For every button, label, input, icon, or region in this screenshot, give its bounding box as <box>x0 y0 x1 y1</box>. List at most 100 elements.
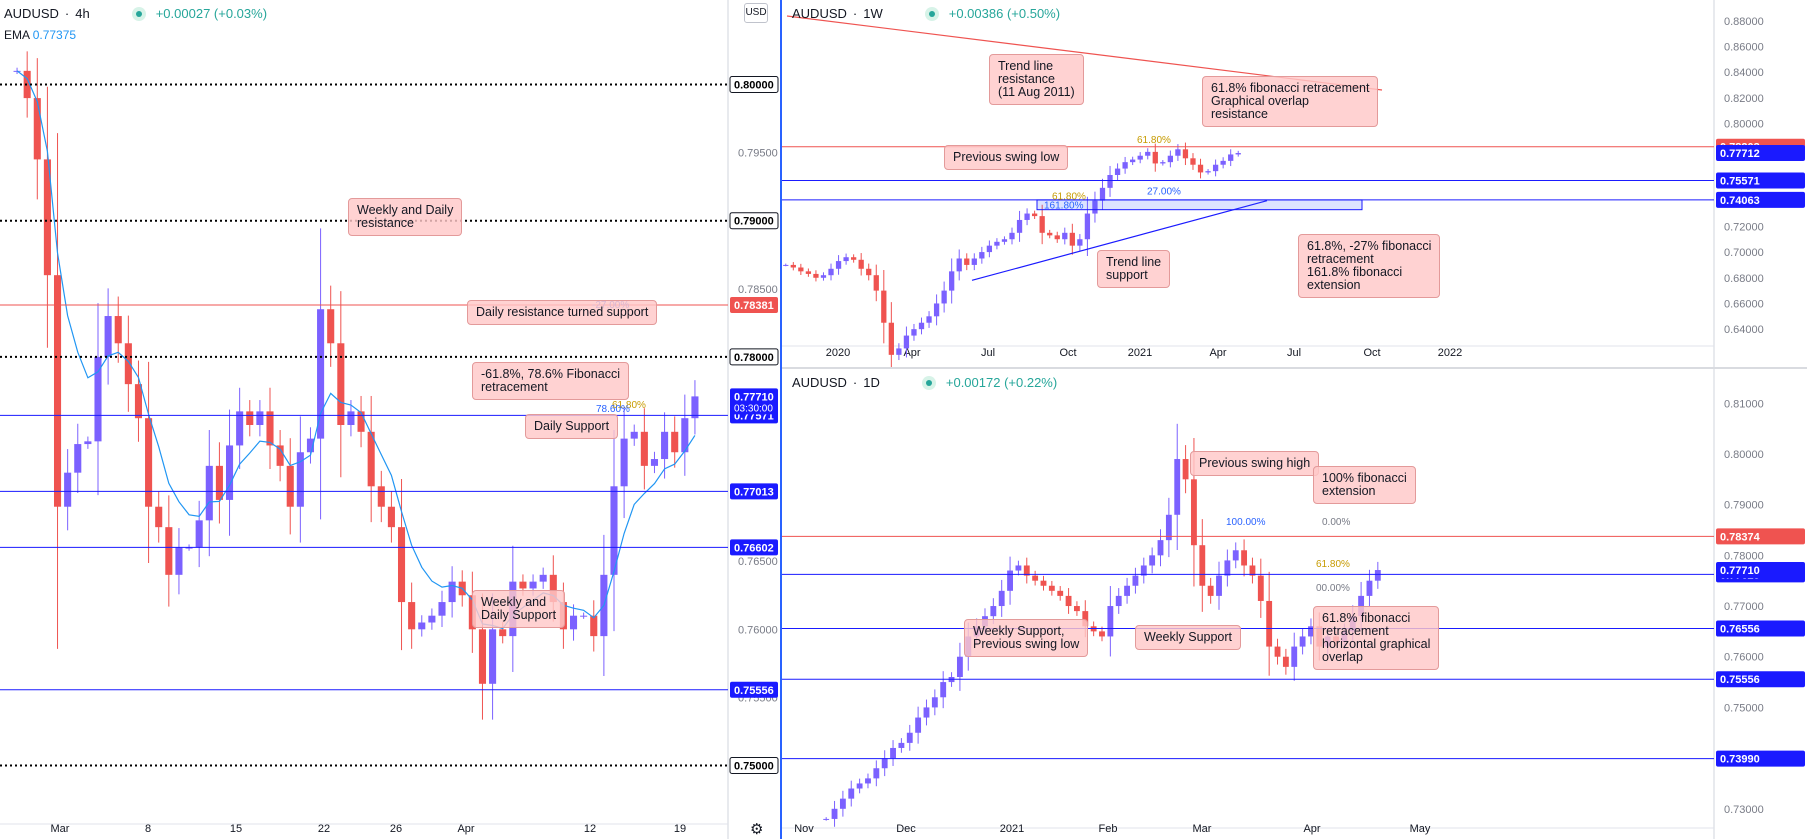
candle <box>1175 149 1181 156</box>
candle <box>74 444 82 473</box>
candle <box>1182 459 1189 480</box>
ema-legend[interactable]: EMA 0.77375 <box>4 28 76 42</box>
level-tag-label: 0.73990 <box>1720 754 1760 766</box>
candle <box>448 581 456 603</box>
candle <box>1167 155 1173 163</box>
level-tag <box>1716 671 1805 688</box>
candle <box>499 629 507 637</box>
fib-label: 00.00% <box>1316 583 1350 594</box>
level-tag-label: 0.75571 <box>1720 176 1760 188</box>
candle <box>489 629 497 684</box>
last-price-tag <box>730 388 778 415</box>
annotation-daily-resistance-support[interactable]: Daily resistance turned support <box>467 300 658 325</box>
y-tick-label: 0.72000 <box>1724 221 1764 233</box>
panel-horizontal-divider[interactable] <box>782 367 1807 369</box>
settings-gear-icon[interactable]: ⚙ <box>750 821 764 838</box>
symbol-label[interactable]: AUDUSD <box>792 6 847 21</box>
candle <box>918 322 925 330</box>
candle <box>185 547 193 549</box>
annotation-previous-swing-high[interactable]: Previous swing high <box>1190 451 1320 476</box>
symbol-label[interactable]: AUDUSD <box>792 375 847 390</box>
candle <box>286 465 294 507</box>
candle <box>104 316 112 357</box>
candle <box>1092 200 1098 214</box>
annotation-fib-overlap-resistance[interactable]: 61.8% fibonacci retracement Graphical ov… <box>1202 76 1379 127</box>
interval-label[interactable]: 1D <box>863 375 880 390</box>
candle <box>1015 565 1022 571</box>
candle <box>1084 213 1091 240</box>
candle <box>1140 565 1147 576</box>
candle <box>1249 565 1256 576</box>
annotation-weekly-support[interactable]: Weekly Support <box>1135 625 1242 650</box>
chart-panel-1d[interactable]: 0.81000 0.80000 0.79000 0.78000 0.77000 0.760… <box>782 369 1807 839</box>
candle <box>1220 160 1226 165</box>
level-tag <box>1716 528 1805 545</box>
annotation-fib-extension-100[interactable]: 100% fibonacci extension <box>1313 466 1416 504</box>
currency-button[interactable]: USD <box>744 3 768 23</box>
symbol-label[interactable]: AUDUSD <box>4 6 59 21</box>
candle <box>94 356 102 442</box>
candle <box>1257 575 1264 601</box>
annotation-fib-horizontal-overlap[interactable]: 61.8% fibonacci retracement horizontal g… <box>1313 606 1440 670</box>
annotation-fib-extension-zone[interactable]: 61.8%, -27% fibonacci retracement 161.8%… <box>1298 234 1441 298</box>
bar-countdown-label: 03:30:00 <box>734 403 773 414</box>
x-tick-label: Jul <box>981 347 995 359</box>
annotation-daily-support[interactable]: Daily Support <box>525 414 619 439</box>
x-tick-label: 2021 <box>1000 823 1024 835</box>
price-change: +0.00027 (+0.03%) <box>155 6 268 21</box>
candle <box>848 788 855 799</box>
candle <box>990 606 997 617</box>
candle <box>949 271 955 291</box>
annotation-weekly-support-swing-low[interactable]: Weekly Support, Previous swing low <box>964 619 1089 657</box>
annotation-previous-swing-low[interactable]: Previous swing low <box>944 145 1069 170</box>
candle <box>165 527 173 575</box>
panel-divider[interactable] <box>780 0 782 839</box>
candle <box>1190 158 1196 165</box>
candle <box>1032 575 1039 581</box>
interval-label[interactable]: 4h <box>75 6 90 21</box>
candle <box>1157 540 1164 556</box>
candle <box>661 431 669 460</box>
annotation-trend-line-resistance[interactable]: Trend line resistance (11 Aug 2011) <box>989 54 1084 105</box>
candle <box>998 590 1005 607</box>
annotation-fib-retracement[interactable]: -61.8%, 78.6% Fibonacci retracement <box>472 362 629 400</box>
candle <box>1065 595 1072 607</box>
annotation-trend-line-support[interactable]: Trend line support <box>1097 250 1171 288</box>
candle <box>1197 164 1204 173</box>
candle <box>549 574 557 603</box>
candle <box>1232 550 1239 561</box>
candle <box>610 486 618 575</box>
annotation-weekly-daily-support[interactable]: Weekly and Daily Support <box>472 590 566 628</box>
candle <box>327 309 335 344</box>
candle <box>805 271 812 274</box>
annotation-weekly-daily-resistance[interactable]: Weekly and Daily resistance <box>348 198 463 236</box>
candle <box>1031 213 1038 217</box>
candle <box>569 615 578 630</box>
candle <box>225 445 234 500</box>
chart-panel-1w[interactable]: 0.88000 0.86000 0.84000 0.82000 0.80000 0.720… <box>782 0 1807 367</box>
candle <box>296 452 304 507</box>
candle <box>903 335 910 349</box>
candle <box>418 622 426 630</box>
candle <box>134 384 143 419</box>
chart-1w-canvas[interactable]: 0.88000 0.86000 0.84000 0.82000 0.80000 0.720… <box>782 0 1807 367</box>
candle <box>1299 636 1306 647</box>
candle <box>367 431 375 487</box>
candle <box>1182 149 1189 159</box>
fib-label: 27.00% <box>1147 186 1181 197</box>
candle <box>681 418 689 453</box>
candle <box>906 732 913 743</box>
interval-label[interactable]: 1W <box>863 6 883 21</box>
candle <box>306 438 315 453</box>
candle <box>813 273 819 278</box>
candle <box>53 275 62 507</box>
level-tag <box>1716 750 1805 767</box>
candle <box>266 411 274 446</box>
candle <box>1130 159 1136 163</box>
chart-1d-canvas[interactable]: 0.81000 0.80000 0.79000 0.78000 0.77000 0.760… <box>782 369 1807 839</box>
candle <box>1160 162 1166 164</box>
chart-panel-4h[interactable]: 0.79500 0.78500 0.76500 0.76000 0.75500 Mar 8 1… <box>0 0 780 839</box>
candle <box>888 322 894 355</box>
candle <box>1366 580 1373 596</box>
